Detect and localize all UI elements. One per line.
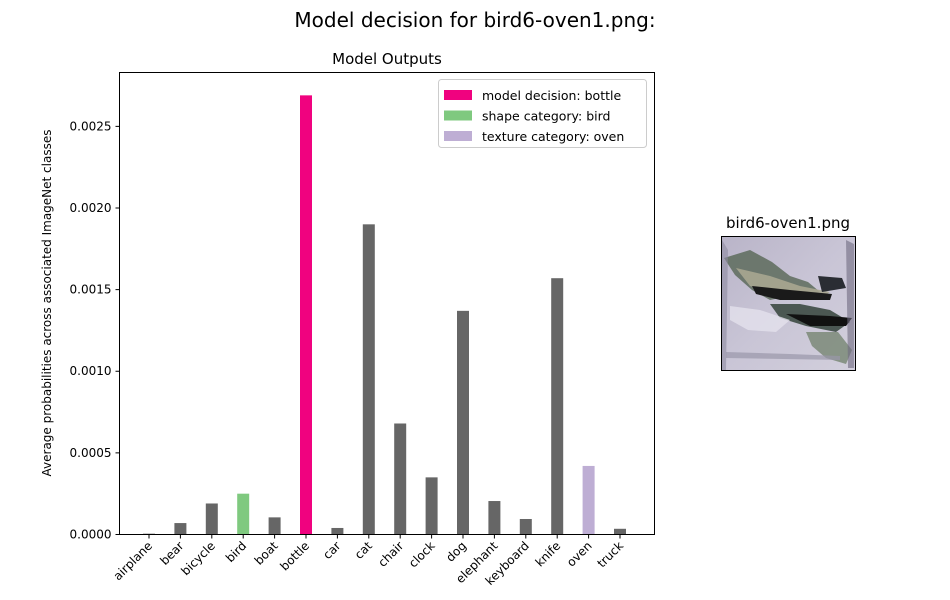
y-tick-label: 0.0015	[70, 283, 112, 297]
y-axis: 0.0000 0.0005 0.0010 0.0015 0.0020 0.0025	[70, 119, 120, 542]
legend-box	[438, 79, 647, 148]
legend-label: texture category: oven	[482, 129, 624, 144]
image-panel-title: bird6-oven1.png	[726, 214, 850, 232]
y-tick-label: 0.0005	[70, 446, 112, 460]
x-tick-label-chair: chair	[375, 539, 406, 570]
figure-title: Model decision for bird6-oven1.png:	[294, 8, 656, 32]
x-tick-label-dog: dog	[443, 539, 469, 565]
legend-label: shape category: bird	[482, 109, 610, 124]
x-tick-label-truck: truck	[594, 539, 626, 571]
x-tick-label-airplane: airplane	[111, 539, 155, 583]
bar-oven	[582, 465, 595, 535]
x-tick-label-oven: oven	[564, 539, 595, 570]
y-tick-label: 0.0020	[70, 201, 112, 215]
y-tick-label: 0.0025	[70, 119, 112, 133]
bar-bicycle	[205, 503, 218, 535]
y-tick-label: 0.0010	[70, 364, 112, 378]
x-tick-label-cat: cat	[352, 539, 375, 562]
legend-swatch	[444, 110, 472, 121]
x-tick-label-bird: bird	[223, 539, 249, 565]
x-tick-label-bicycle: bicycle	[178, 539, 218, 579]
bar-bird	[237, 493, 250, 535]
bar-keyboard	[519, 518, 532, 535]
bar-clock	[425, 477, 438, 535]
bar-truck	[614, 528, 626, 535]
plot-frame	[119, 72, 655, 535]
bar-dog	[457, 310, 469, 535]
stimulus-image	[721, 236, 856, 371]
x-tick-label-clock: clock	[406, 539, 438, 571]
y-axis-label: Average probabilities across associated …	[40, 130, 54, 477]
legend-swatch	[444, 131, 472, 141]
x-tick-label-bottle: bottle	[277, 539, 312, 574]
x-tick-label-knife: knife	[533, 539, 564, 570]
bar-cat	[362, 224, 375, 535]
bar-boat	[268, 517, 281, 535]
bar-bottle	[300, 95, 312, 535]
bars-group	[143, 95, 626, 535]
legend-swatch	[444, 90, 472, 100]
legend-label: model decision: bottle	[482, 88, 621, 103]
y-tick-label: 0.0000	[70, 528, 112, 542]
bar-chair	[394, 423, 407, 535]
bar-knife	[551, 278, 564, 535]
chart-title: Model Outputs	[332, 50, 442, 68]
x-tick-label-car: car	[320, 539, 343, 562]
legend: model decision: bottle shape category: bi…	[438, 79, 647, 148]
bar-car	[331, 527, 344, 535]
bar-elephant	[488, 501, 501, 535]
bar-bear	[174, 523, 187, 535]
